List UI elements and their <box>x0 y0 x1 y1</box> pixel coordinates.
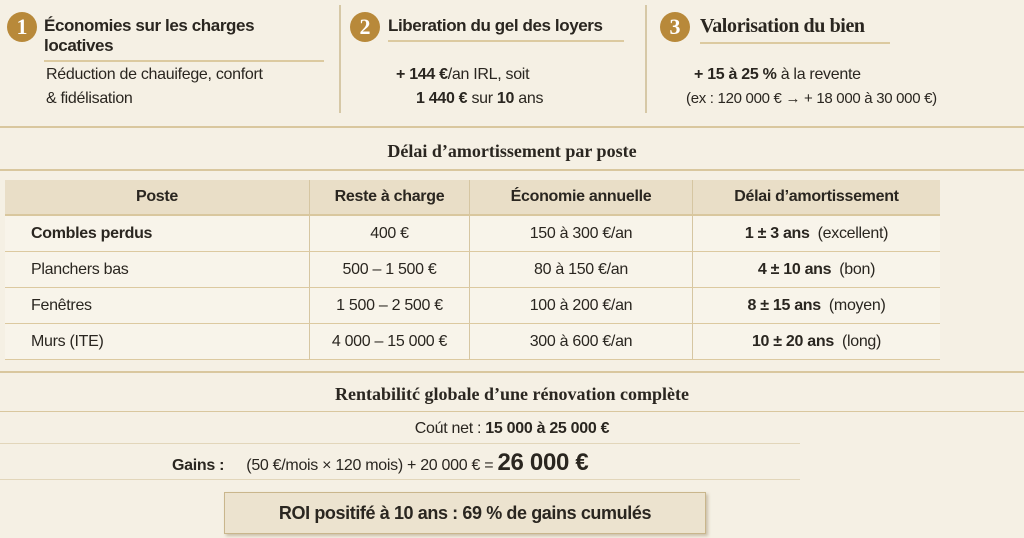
cell-poste: Fenêtres <box>5 287 310 324</box>
cell-delai: 10 ± 20 ans (long) <box>692 323 940 360</box>
cout-value: 15 000 à 25 000 € <box>485 420 610 437</box>
cell-reste: 4 000 – 15 000 € <box>309 323 470 360</box>
delai-note: (bon) <box>839 260 876 278</box>
cell-reste: 500 – 1 500 € <box>309 251 470 288</box>
cell-poste: Planchers bas <box>5 251 310 288</box>
delai-value: 8 ± 15 ans <box>747 296 822 314</box>
delai-note: (long) <box>841 332 882 350</box>
cell-poste: Combles perdus <box>5 215 310 252</box>
number-badge-1: 1 <box>7 12 37 42</box>
divider <box>645 5 647 113</box>
delai-value: 10 ± 20 ans <box>751 332 834 350</box>
rentabilite-title: Rentabilitć globale d’une rénovation com… <box>335 384 689 404</box>
delai-note: (moyen) <box>828 296 886 314</box>
cell-poste: Murs (ITE) <box>5 323 310 360</box>
cell-delai: 8 ± 15 ans (moyen) <box>692 287 940 324</box>
years: 10 <box>496 90 515 107</box>
total-gain: 1 440 € <box>416 90 468 107</box>
cell-economie: 150 à 300 €/an <box>469 215 693 252</box>
cell-economie: 80 à 150 €/an <box>469 251 693 288</box>
panel-3-title: Valorisation du bien <box>700 15 890 44</box>
number-badge-3: 3 <box>660 12 690 42</box>
gains-label: Gains : <box>172 457 225 474</box>
table-row: Fenêtres 1 500 – 2 500 €100 à 200 €/an 8 ±… <box>5 287 940 324</box>
col-delai: Délai d’amortissement <box>692 180 940 216</box>
delai-note: (excellent) <box>817 224 889 242</box>
roi-box: ROI positifé à 10 ans : 69 % de gains cu… <box>224 492 706 534</box>
text: sur <box>467 90 497 107</box>
panel-1-title: Économies sur les charges locatives <box>44 16 324 62</box>
gains-total: 26 000 € <box>497 449 589 476</box>
text: à la revente <box>776 66 861 83</box>
table-row: Planchers bas 500 – 1 500 €80 à 150 €/an 4… <box>5 251 940 288</box>
table-row: Combles perdus 400 €150 à 300 €/an 1 ± 3 a… <box>5 215 940 252</box>
divider <box>0 479 800 480</box>
panel-1-text: Réduction de chauifege, confort & fidéli… <box>46 63 263 111</box>
gains-formula: (50 €/mois × 120 mois) + 20 000 € = <box>246 457 498 474</box>
cell-reste: 400 € <box>309 215 470 252</box>
divider <box>0 169 1024 171</box>
value-gain: + 15 à 25 % <box>694 66 777 83</box>
divider <box>0 371 1024 373</box>
panel-1-line2: & fidélisation <box>46 90 133 107</box>
panel-2-line1: /an IRL, soit <box>447 66 530 83</box>
divider <box>0 411 1024 412</box>
cell-economie: 300 à 600 €/an <box>469 323 693 360</box>
table-header-row: Poste Reste à charge Économie annuelle D… <box>5 180 940 216</box>
cout-net: Coút net : 15 000 à 25 000 € <box>0 420 1024 438</box>
delai-value: 4 ± 10 ans <box>757 260 832 278</box>
panel-3-example: (ex : 120 000 € → + 18 000 à 30 000 €) <box>686 90 937 107</box>
text: ans <box>514 90 544 107</box>
cell-economie: 100 à 200 €/an <box>469 287 693 324</box>
table-row: Murs (ITE) 4 000 – 15 000 €300 à 600 €/an… <box>5 323 940 360</box>
cout-label: Coút net : <box>414 420 486 437</box>
panel-1-line1: Réduction de chauifege, confort <box>46 66 263 83</box>
panel-2-text: + 144 €/an IRL, soit 1 440 € sur 10 ans <box>396 63 543 111</box>
cell-reste: 1 500 – 2 500 € <box>309 287 470 324</box>
col-poste: Poste <box>5 180 310 216</box>
divider <box>339 5 341 113</box>
irl-gain: + 144 € <box>396 66 448 83</box>
panel-3-text: + 15 à 25 % à la revente (ex : 120 000 €… <box>686 63 937 111</box>
gains: Gains : (50 €/mois × 120 mois) + 20 000 … <box>172 449 589 477</box>
col-economie: Économie annuelle <box>469 180 693 216</box>
table-section-title: Délai d’amortissement par poste <box>387 141 637 161</box>
cell-delai: 1 ± 3 ans (excellent) <box>692 215 940 252</box>
panel-2-title: Liberation du gel des loyers <box>388 16 624 42</box>
cell-delai: 4 ± 10 ans (bon) <box>692 251 940 288</box>
col-reste: Reste à charge <box>309 180 470 216</box>
divider <box>0 126 1024 128</box>
delai-value: 1 ± 3 ans <box>744 224 810 242</box>
amortization-table: Poste Reste à charge Économie annuelle D… <box>5 180 940 360</box>
divider <box>0 443 800 444</box>
number-badge-2: 2 <box>350 12 380 42</box>
